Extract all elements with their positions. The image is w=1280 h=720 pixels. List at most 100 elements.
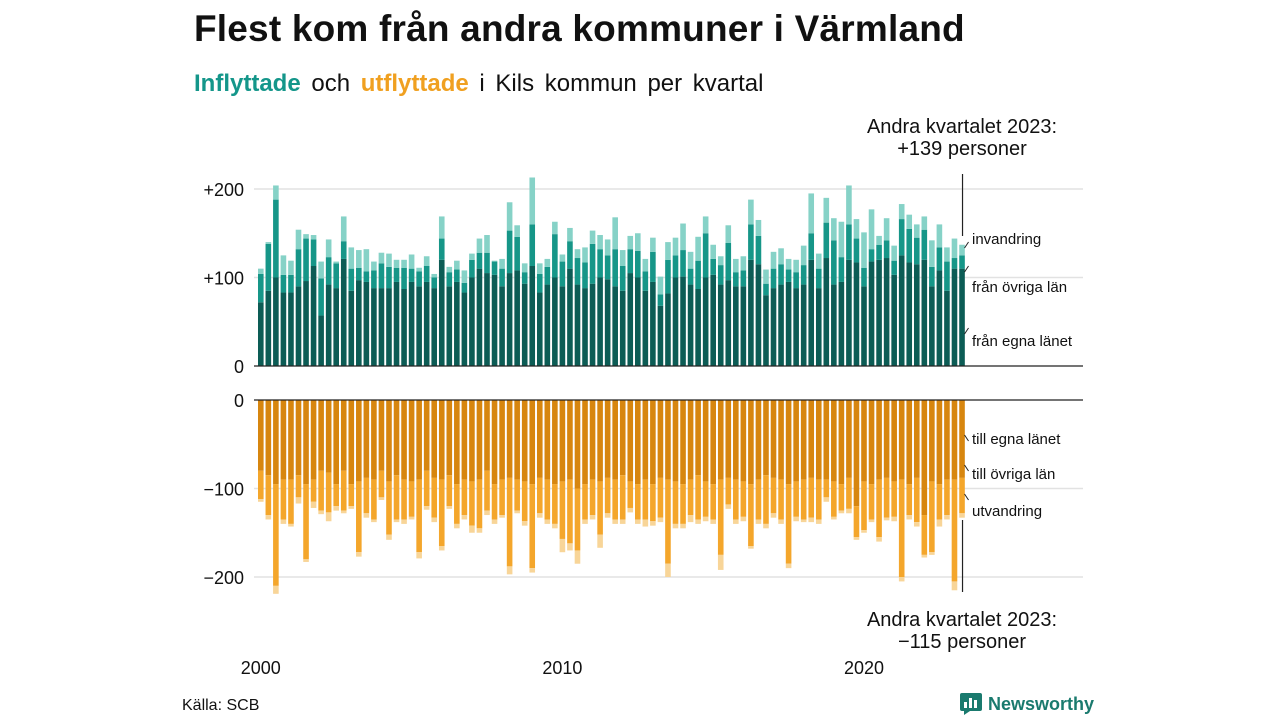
bar-out-2: [484, 510, 490, 516]
bar-in-1: [635, 250, 641, 278]
bar-in-1: [521, 272, 528, 284]
bar-out-1: [755, 479, 762, 520]
bar-in-0: [808, 259, 815, 366]
bar-in-2: [559, 254, 566, 262]
bar-in-0: [536, 292, 543, 366]
bar-out-1: [702, 481, 709, 517]
bar-in-1: [378, 263, 385, 289]
bar-out-2: [838, 510, 845, 514]
bar-in-0: [273, 277, 279, 366]
bar-in-0: [695, 289, 701, 366]
bar-out-1: [906, 484, 913, 516]
bar-in-0: [589, 283, 596, 366]
bar-out-1: [303, 484, 309, 560]
bar-in-0: [906, 262, 913, 366]
bar-out-1: [273, 484, 279, 586]
bar-out-1: [567, 479, 573, 544]
bar-in-2: [944, 247, 950, 262]
bar-in-2: [635, 233, 641, 251]
bar-in-1: [921, 229, 928, 260]
bar-out-0: [333, 400, 339, 485]
bar-out-1: [552, 484, 558, 524]
bar-out-0: [318, 400, 324, 471]
bar-out-2: [582, 519, 588, 524]
bar-in-1: [876, 244, 882, 260]
bar-out-2: [748, 546, 754, 549]
bar-out-1: [740, 481, 747, 517]
bar-in-0: [521, 283, 528, 366]
bar-out-2: [883, 517, 890, 521]
bar-out-1: [913, 477, 920, 523]
bar-in-1: [861, 267, 867, 287]
bar-out-0: [710, 400, 716, 485]
bar-out-0: [868, 400, 875, 485]
bar-out-0: [808, 400, 815, 478]
bar-in-0: [491, 274, 498, 366]
bar-out-1: [582, 484, 588, 520]
bar-out-1: [348, 484, 355, 507]
bar-out-1: [891, 481, 897, 517]
bar-in-2: [725, 225, 732, 243]
annotation-top-line2: +139 personer: [897, 138, 1027, 160]
bar-out-2: [288, 523, 294, 527]
bar-out-1: [778, 479, 784, 520]
bar-out-2: [363, 513, 370, 518]
bar-in-1: [883, 240, 890, 259]
bar-in-1: [891, 260, 897, 275]
bar-in-0: [461, 292, 468, 366]
bar-in-2: [831, 218, 837, 241]
bar-out-2: [574, 550, 581, 564]
bar-in-0: [868, 261, 875, 366]
bar-out-0: [642, 400, 649, 480]
bar-out-1: [265, 475, 272, 516]
bar-in-1: [401, 267, 407, 290]
bar-out-1: [748, 484, 754, 547]
bar-in-0: [454, 281, 460, 366]
bar-in-2: [514, 225, 520, 237]
bar-in-0: [378, 288, 385, 366]
bar-in-0: [544, 284, 551, 366]
bar-in-0: [333, 288, 339, 366]
bar-out-1: [657, 477, 664, 518]
bar-out-1: [416, 479, 422, 553]
bar-out-2: [717, 554, 724, 570]
bar-out-1: [883, 477, 890, 518]
bar-out-1: [438, 479, 445, 547]
bar-in-1: [853, 238, 860, 263]
bar-out-0: [582, 400, 588, 485]
bar-out-0: [921, 400, 928, 516]
bar-out-0: [755, 400, 762, 480]
subtitle-och: och: [311, 70, 351, 97]
bar-in-2: [846, 185, 852, 225]
bar-in-1: [725, 242, 732, 281]
bar-in-2: [454, 260, 460, 270]
newsworthy-logo-icon: [960, 693, 982, 715]
bar-out-1: [446, 475, 453, 507]
bar-out-2: [642, 519, 649, 527]
bar-out-2: [423, 506, 430, 510]
bar-out-0: [959, 400, 965, 478]
bar-out-2: [446, 506, 453, 509]
bar-out-1: [665, 479, 671, 564]
bar-in-0: [778, 284, 784, 366]
bar-in-1: [303, 238, 309, 282]
bar-in-1: [280, 274, 287, 293]
bar-in-0: [823, 258, 830, 366]
brand-logo: Newsworthy: [960, 693, 1094, 715]
series-label-bottom: utvandring: [972, 503, 1042, 520]
bar-out-0: [695, 400, 701, 476]
bar-in-2: [838, 221, 845, 258]
annotation-top-line1: Andra kvartalet 2023:: [867, 116, 1057, 138]
bar-out-2: [476, 528, 483, 533]
bar-out-1: [627, 481, 634, 508]
bar-in-0: [755, 264, 762, 366]
bar-in-1: [333, 263, 339, 289]
bar-out-0: [446, 400, 453, 476]
bar-out-2: [657, 517, 664, 523]
bar-in-1: [657, 294, 664, 306]
bar-in-1: [288, 274, 294, 293]
bar-in-1: [597, 249, 603, 278]
bar-in-0: [303, 281, 309, 366]
bar-out-0: [521, 400, 528, 482]
bar-in-2: [936, 224, 943, 248]
